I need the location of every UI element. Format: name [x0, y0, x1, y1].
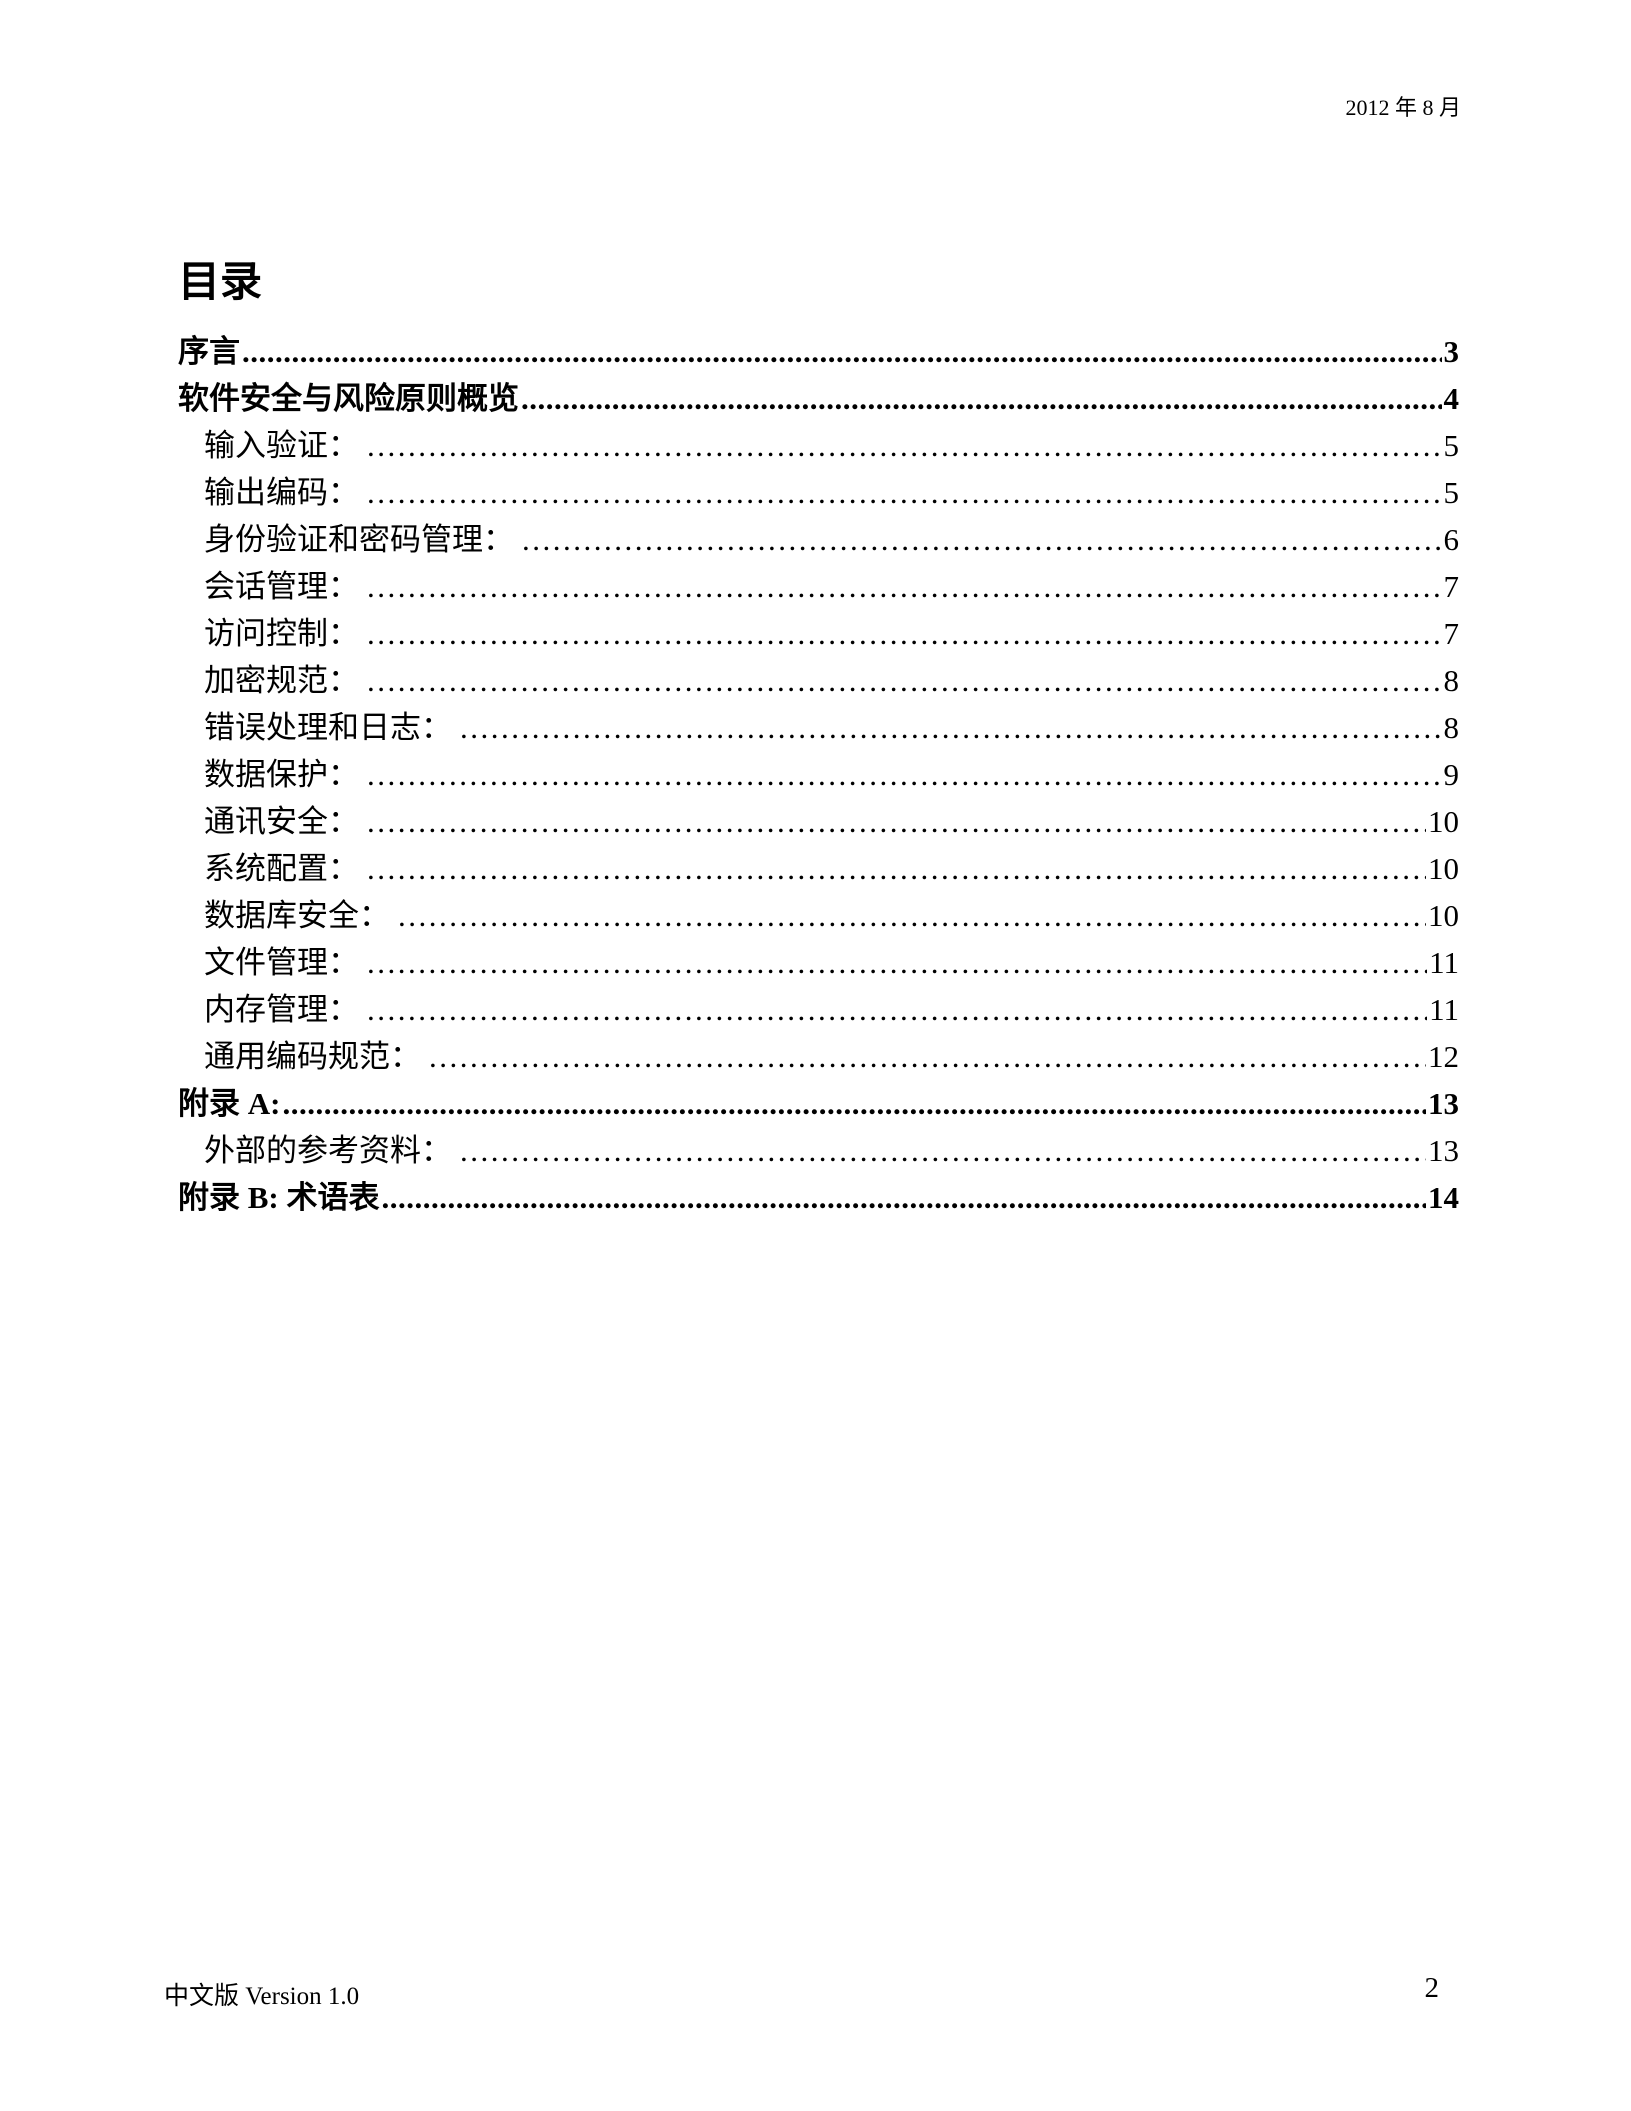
toc-entry-label: 软件安全与风险原则概览	[178, 381, 519, 416]
dot-leader-icon	[522, 516, 1442, 563]
toc-section: 目录 序言 3 软件安全与风险原则概览 4 输入验证： 5 输出编码： 5 身份…	[178, 258, 1459, 1221]
toc-entry-label: 数据保护：	[204, 757, 359, 792]
toc-entry-label: 内存管理：	[204, 992, 359, 1027]
toc-entry-page: 13	[1428, 1133, 1459, 1168]
toc-entry-page: 10	[1428, 851, 1459, 886]
toc-entry-page: 6	[1443, 522, 1460, 557]
toc-entry-page: 5	[1443, 428, 1460, 463]
toc-entry[interactable]: 文件管理： 11	[178, 939, 1459, 986]
toc-entry-page: 5	[1443, 475, 1460, 510]
toc-entry[interactable]: 访问控制： 7	[178, 610, 1459, 657]
toc-entry-label: 序言	[178, 334, 240, 369]
toc-entry-page: 8	[1443, 663, 1460, 698]
toc-entry[interactable]: 输出编码： 5	[178, 469, 1459, 516]
dot-leader-icon	[367, 469, 1442, 516]
dot-leader-icon	[398, 892, 1426, 939]
dot-leader-icon	[460, 1127, 1426, 1174]
toc-entry-label: 外部的参考资料：	[204, 1133, 452, 1168]
toc-entry[interactable]: 错误处理和日志： 8	[178, 704, 1459, 751]
document-date: 2012 年 8 月	[1345, 95, 1461, 120]
toc-entry[interactable]: 序言 3	[178, 328, 1459, 375]
toc-entry-page: 8	[1443, 710, 1460, 745]
dot-leader-icon	[367, 657, 1442, 704]
toc-entry-page: 11	[1429, 992, 1459, 1027]
dot-leader-icon	[367, 751, 1442, 798]
toc-entry-label: 错误处理和日志：	[204, 710, 452, 745]
dot-leader-icon	[367, 845, 1426, 892]
toc-entry-label: 输入验证：	[204, 428, 359, 463]
toc-entry-label: 附录 A:	[178, 1086, 281, 1121]
toc-entry-page: 13	[1428, 1086, 1459, 1121]
toc-list: 序言 3 软件安全与风险原则概览 4 输入验证： 5 输出编码： 5 身份验证和…	[178, 328, 1459, 1221]
toc-entry[interactable]: 数据库安全： 10	[178, 892, 1459, 939]
toc-entry-label: 输出编码：	[204, 475, 359, 510]
dot-leader-icon	[367, 939, 1427, 986]
dot-leader-icon	[521, 375, 1442, 422]
toc-entry-page: 4	[1443, 381, 1460, 416]
toc-entry-label: 访问控制：	[204, 616, 359, 651]
dot-leader-icon	[382, 1174, 1427, 1221]
toc-entry-label: 会话管理：	[204, 569, 359, 604]
toc-entry[interactable]: 软件安全与风险原则概览 4	[178, 375, 1459, 422]
toc-entry[interactable]: 加密规范： 8	[178, 657, 1459, 704]
toc-entry[interactable]: 输入验证： 5	[178, 422, 1459, 469]
toc-entry-page: 10	[1428, 898, 1459, 933]
toc-entry-label: 身份验证和密码管理：	[204, 522, 514, 557]
dot-leader-icon	[282, 1080, 1426, 1127]
dot-leader-icon	[367, 563, 1442, 610]
footer-version: 中文版 Version 1.0	[164, 1983, 360, 2010]
dot-leader-icon	[367, 610, 1442, 657]
toc-entry[interactable]: 身份验证和密码管理： 6	[178, 516, 1459, 563]
toc-entry-label: 通讯安全：	[204, 804, 359, 839]
toc-entry-label: 系统配置：	[204, 851, 359, 886]
footer-page-number: 2	[1424, 1972, 1440, 2004]
dot-leader-icon	[367, 422, 1442, 469]
toc-entry[interactable]: 内存管理： 11	[178, 986, 1459, 1033]
toc-entry-page: 3	[1443, 334, 1460, 369]
toc-entry-page: 7	[1443, 569, 1460, 604]
toc-entry-label: 加密规范：	[204, 663, 359, 698]
toc-entry-label: 通用编码规范：	[204, 1039, 421, 1074]
dot-leader-icon	[429, 1033, 1426, 1080]
toc-entry-page: 9	[1443, 757, 1460, 792]
toc-entry-label: 附录 B: 术语表	[178, 1180, 380, 1215]
toc-entry[interactable]: 附录 B: 术语表 14	[178, 1174, 1459, 1221]
dot-leader-icon	[460, 704, 1442, 751]
toc-entry[interactable]: 数据保护： 9	[178, 751, 1459, 798]
toc-entry[interactable]: 附录 A: 13	[178, 1080, 1459, 1127]
dot-leader-icon	[242, 328, 1442, 375]
dot-leader-icon	[367, 798, 1426, 845]
toc-entry-page: 14	[1428, 1180, 1459, 1215]
toc-entry[interactable]: 会话管理： 7	[178, 563, 1459, 610]
toc-entry-page: 11	[1429, 945, 1459, 980]
toc-title: 目录	[178, 260, 263, 306]
toc-entry[interactable]: 系统配置： 10	[178, 845, 1459, 892]
dot-leader-icon	[367, 986, 1427, 1033]
toc-entry-page: 10	[1428, 804, 1459, 839]
toc-entry[interactable]: 通用编码规范： 12	[178, 1033, 1459, 1080]
toc-entry-label: 文件管理：	[204, 945, 359, 980]
toc-entry-page: 7	[1443, 616, 1460, 651]
toc-entry[interactable]: 外部的参考资料： 13	[178, 1127, 1459, 1174]
toc-entry-label: 数据库安全：	[204, 898, 390, 933]
toc-entry-page: 12	[1428, 1039, 1459, 1074]
toc-entry[interactable]: 通讯安全： 10	[178, 798, 1459, 845]
